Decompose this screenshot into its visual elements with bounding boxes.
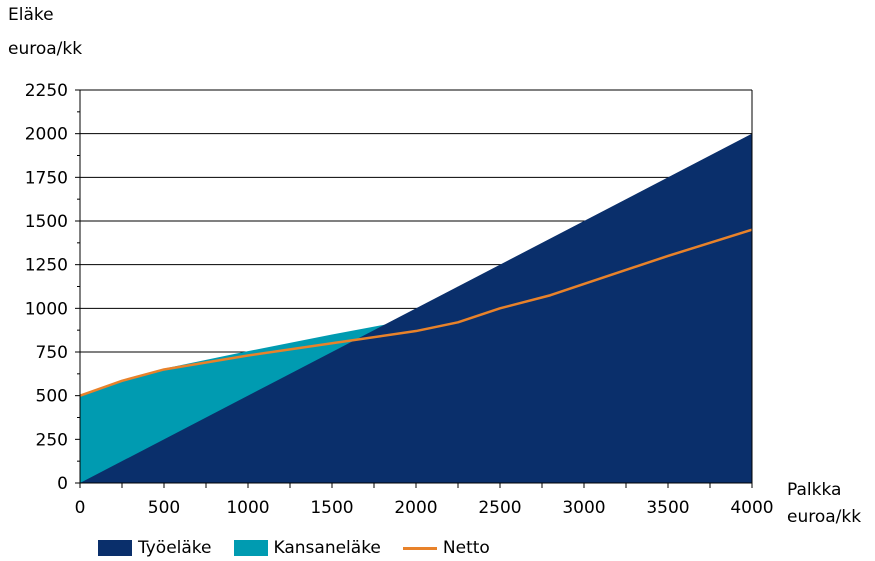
x-tick-label-3500: 3500 <box>646 498 689 518</box>
area-series <box>80 133 752 483</box>
x-axis-title-line1: Palkka <box>787 480 841 500</box>
legend: Työeläke Kansaneläke Netto <box>98 538 512 558</box>
x-tick-label-2000: 2000 <box>394 498 437 518</box>
y-tick-label-1000: 1000 <box>25 299 68 319</box>
y-tick-label-2000: 2000 <box>25 125 68 145</box>
y-tick-label-250: 250 <box>36 430 68 450</box>
legend-item-tyoelake: Työeläke <box>98 538 212 558</box>
line-series <box>79 228 753 397</box>
x-tick-label-0: 0 <box>75 498 86 518</box>
x-tick-label-1500: 1500 <box>310 498 353 518</box>
x-tick-label-4000: 4000 <box>730 498 773 518</box>
legend-swatch-kansanelake <box>233 540 268 556</box>
legend-label-tyoelake: Työeläke <box>138 538 212 558</box>
legend-label-netto: Netto <box>442 538 490 558</box>
legend-swatch-tyoelake <box>98 540 132 556</box>
x-tick-label-1000: 1000 <box>226 498 269 518</box>
y-tick-label-1500: 1500 <box>25 212 68 232</box>
x-axis-title-line2: euroa/kk <box>787 507 861 527</box>
y-tick-label-500: 500 <box>36 387 68 407</box>
legend-item-netto: Netto <box>402 538 490 558</box>
x-tick-label-500: 500 <box>148 498 180 518</box>
y-tick-label-0: 0 <box>57 474 68 494</box>
line-netto <box>79 228 753 397</box>
y-axis-title-line2: euroa/kk <box>8 39 82 59</box>
legend-swatch-netto <box>402 546 437 550</box>
y-tick-label-1250: 1250 <box>25 256 68 276</box>
x-tick-label-2500: 2500 <box>478 498 521 518</box>
legend-item-kansanelake: Kansaneläke <box>233 538 381 558</box>
legend-label-kansanelake: Kansaneläke <box>273 538 381 558</box>
ticks: 0 250 500 750 1000 1250 1500 1750 2000 2250 0 500 10… <box>25 81 774 518</box>
y-axis-title-line1: Eläke <box>8 5 54 25</box>
y-tick-label-2250: 2250 <box>25 81 68 101</box>
y-tick-label-750: 750 <box>36 343 68 363</box>
area-tyoelake <box>80 133 752 483</box>
x-tick-label-3000: 3000 <box>562 498 605 518</box>
y-tick-label-1750: 1750 <box>25 168 68 188</box>
